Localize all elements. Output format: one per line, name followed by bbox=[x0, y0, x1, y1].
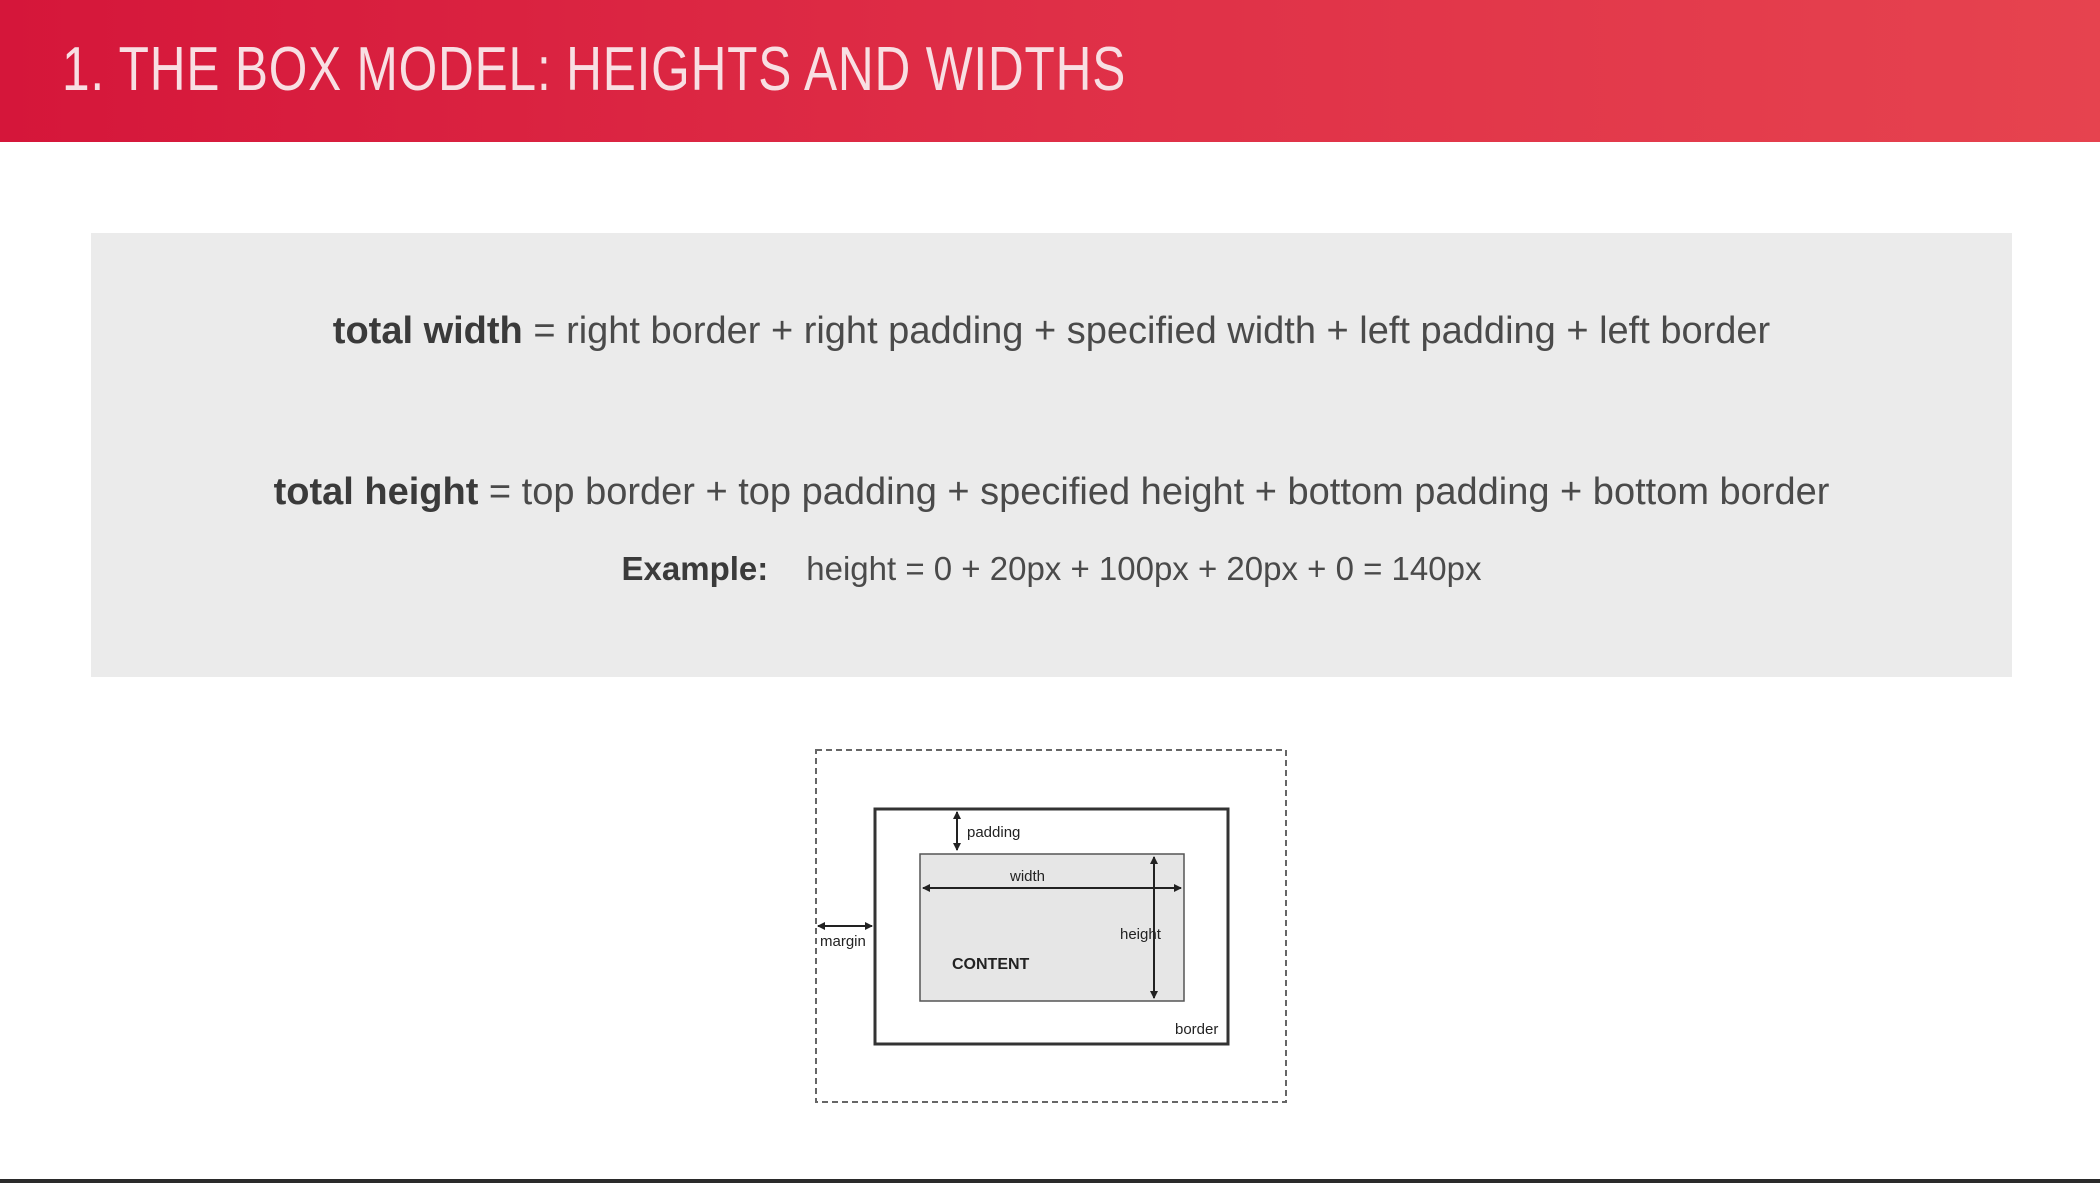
bottom-edge bbox=[0, 1179, 2100, 1183]
example-calculation: height = 0 + 20px + 100px + 20px + 0 = 1… bbox=[806, 550, 1482, 587]
total-height-formula: total height = top border + top padding … bbox=[91, 469, 2012, 515]
content-box bbox=[919, 853, 1185, 1002]
height-label: height bbox=[1120, 926, 1162, 943]
border-label: border bbox=[1175, 1021, 1218, 1038]
total-width-formula: total width = right border + right paddi… bbox=[91, 308, 2012, 354]
box-model-diagram: padding width height margin CONTENT bord… bbox=[814, 748, 1290, 1106]
total-width-expression: = right border + right padding + specifi… bbox=[522, 310, 1771, 352]
box-model-svg: padding width height margin CONTENT bord… bbox=[815, 749, 1287, 1103]
padding-label: padding bbox=[967, 824, 1020, 841]
example-label: Example: bbox=[621, 550, 769, 587]
title-bar: 1. THE BOX MODEL: HEIGHTS AND WIDTHS bbox=[0, 0, 2100, 142]
margin-label: margin bbox=[820, 933, 866, 950]
formula-panel: total width = right border + right paddi… bbox=[91, 233, 2012, 677]
example-line: Example: height = 0 + 20px + 100px + 20px… bbox=[91, 549, 2012, 589]
margin-box bbox=[815, 749, 1287, 1103]
content-label: CONTENT bbox=[952, 956, 1030, 973]
slide-title: 1. THE BOX MODEL: HEIGHTS AND WIDTHS bbox=[62, 35, 1127, 104]
total-height-term: total height bbox=[273, 471, 479, 513]
width-label: width bbox=[1009, 868, 1045, 885]
total-height-expression: = top border + top padding + specified h… bbox=[478, 471, 1830, 513]
total-width-term: total width bbox=[332, 310, 523, 352]
